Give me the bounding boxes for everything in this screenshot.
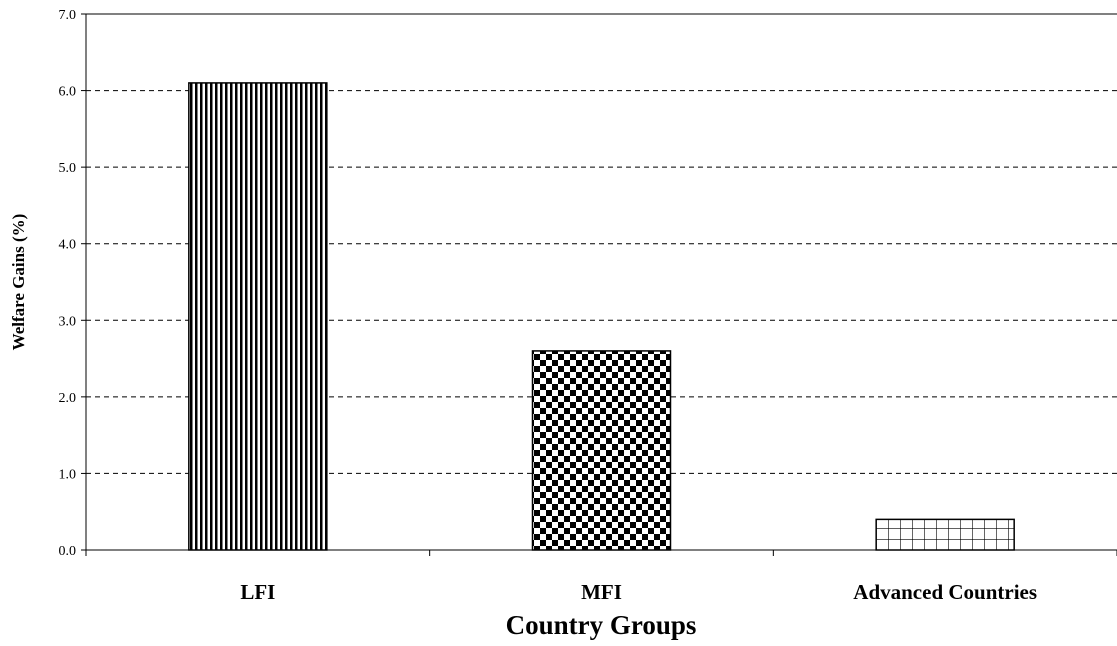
bar-mfi (531, 350, 672, 551)
y-tick-label: 1.0 (59, 467, 77, 482)
x-tick-label: Advanced Countries (853, 580, 1037, 604)
bars (188, 82, 1015, 551)
y-tick-label: 0.0 (59, 544, 77, 559)
y-tick-label: 2.0 (59, 391, 77, 406)
y-tick-label: 6.0 (59, 85, 77, 100)
x-axis-title: Country Groups (506, 610, 697, 640)
bar-lfi (188, 82, 328, 551)
bar-advanced-countries (875, 518, 1015, 551)
x-tick-label: MFI (581, 580, 622, 604)
category-labels: LFI MFI Advanced Countries (240, 580, 1037, 604)
y-ticks: 0.0 1.0 2.0 3.0 4.0 5.0 6.0 7.0 (59, 8, 86, 559)
y-tick-label: 4.0 (59, 238, 77, 253)
y-tick-label: 5.0 (59, 161, 77, 176)
x-ticks (85, 550, 1117, 556)
y-tick-label: 3.0 (59, 314, 77, 329)
y-tick-label: 7.0 (59, 8, 77, 23)
x-tick-label: LFI (240, 580, 275, 604)
y-axis-title: Welfare Gains (%) (9, 214, 28, 351)
